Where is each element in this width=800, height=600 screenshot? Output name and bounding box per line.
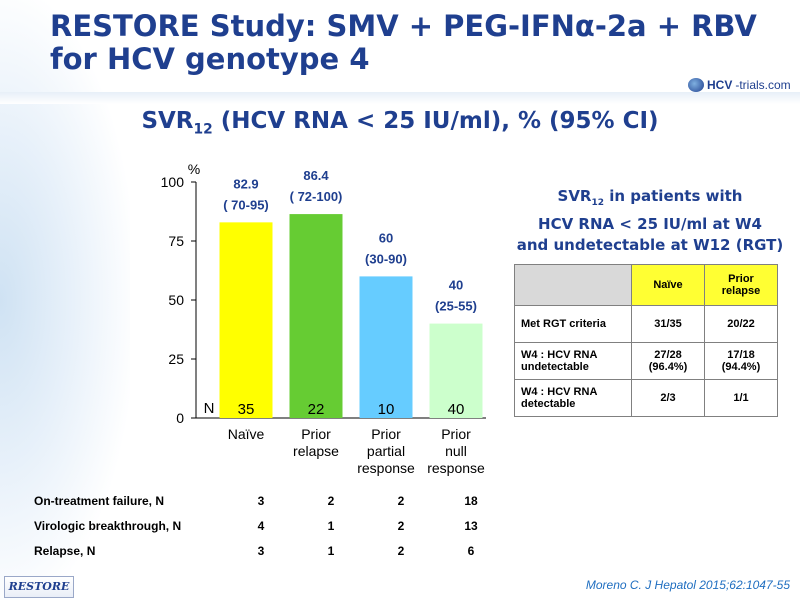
subtitle-rest: (HCV RNA < 25 IU/ml), % (95% CI) <box>212 108 659 134</box>
x-category-label: partial <box>367 443 405 459</box>
outcomes-cell: 13 <box>464 518 478 533</box>
outcomes-cell: 3 <box>257 493 265 508</box>
outcomes-table: On-treatment failure, N 3 2 2 18 Virologic br… <box>34 488 506 563</box>
rgt-title-line2: HCV RNA < 25 IU/ml at W4 <box>538 215 762 233</box>
rgt-cell-prior-relapse: 1/1 <box>704 379 778 417</box>
globe-icon <box>688 78 704 92</box>
bar-value-label: 86.4 <box>303 168 329 183</box>
rgt-header-cell <box>514 264 632 306</box>
bar-n-label: 10 <box>378 401 395 418</box>
subtitle-svr: SVR <box>141 108 194 134</box>
rgt-cell-naive: 2/3 <box>631 379 705 417</box>
y-tick-label: 0 <box>176 410 184 426</box>
rgt-title-line1-rest: in patients with <box>604 187 743 205</box>
n-label: N <box>204 400 215 417</box>
rgt-cell-prior-relapse: 20/22 <box>704 305 778 343</box>
x-category-label: Prior <box>301 426 331 442</box>
outcomes-row: Relapse, N 3 1 2 6 <box>34 538 506 563</box>
outcomes-cell: 1 <box>327 543 335 558</box>
bar <box>289 214 343 418</box>
rgt-panel-title: SVR12 in patients with HCV RNA < 25 IU/m… <box>510 186 790 256</box>
bar-n-label: 35 <box>238 401 255 418</box>
outcomes-cell: 2 <box>397 518 405 533</box>
outcomes-cell: 2 <box>397 493 405 508</box>
y-tick-label: 75 <box>168 233 184 249</box>
hcv-trials-logo: HCV -trials.com <box>688 76 791 94</box>
slide-title: RESTORE Study: SMV + PEG-IFNα-2a + RBV f… <box>50 10 790 76</box>
slide-title-line2: for HCV genotype 4 <box>50 42 370 76</box>
x-category-label: Naïve <box>228 426 265 442</box>
bar-ci-label: (30-90) <box>365 251 407 266</box>
svr-bar-chart: % 0 25 50 75 100 N 82.9 ( 70-95) 35 Naïve 86.4 ( 72-… <box>161 161 486 476</box>
x-category-label: response <box>427 460 485 476</box>
rgt-cell-label: W4 : HCV RNA detectable <box>514 379 632 417</box>
x-category-label: Prior <box>441 426 471 442</box>
bar-n-label: 22 <box>308 401 325 418</box>
bar <box>359 276 413 418</box>
y-axis-unit-label: % <box>188 161 200 177</box>
outcomes-cell: 4 <box>257 518 265 533</box>
rgt-row: W4 : HCV RNA undetectable 27/28 (96.4%) 17… <box>514 342 778 380</box>
x-category-label: null <box>445 443 467 459</box>
rgt-title-svr: SVR <box>557 187 592 205</box>
rgt-table: Naïve Prior relapse Met RGT criteria 31/35 2… <box>514 264 778 417</box>
bar-ci-label: ( 70-95) <box>223 197 269 212</box>
outcomes-row-label: On-treatment failure, N <box>34 493 165 508</box>
rgt-cell-naive: 27/28 (96.4%) <box>631 342 705 380</box>
x-category-label: relapse <box>293 443 339 459</box>
bar-n-label: 40 <box>448 401 465 418</box>
rgt-cell-naive: 31/35 <box>631 305 705 343</box>
rgt-row: Met RGT criteria 31/35 20/22 <box>514 305 778 343</box>
bar <box>219 222 273 418</box>
outcomes-cell: 18 <box>464 493 478 508</box>
outcomes-cell: 2 <box>397 543 405 558</box>
rgt-cell-label: W4 : HCV RNA undetectable <box>514 342 632 380</box>
bar-ci-label: (25-55) <box>435 299 477 314</box>
y-tick-label: 25 <box>168 351 184 367</box>
rgt-row: W4 : HCV RNA detectable 2/3 1/1 <box>514 379 778 417</box>
bar-value-label: 82.9 <box>233 176 258 191</box>
y-tick-label: 50 <box>168 292 184 308</box>
outcomes-row-label: Relapse, N <box>34 543 96 558</box>
outcomes-row: On-treatment failure, N 3 2 2 18 <box>34 488 506 513</box>
rgt-cell-label: Met RGT criteria <box>514 305 632 343</box>
footer-badge-restore: RESTORE <box>4 576 74 598</box>
x-category-label: Prior <box>371 426 401 442</box>
outcomes-cell: 2 <box>327 493 335 508</box>
rgt-title-line3: and undetectable at W12 (RGT) <box>516 236 784 254</box>
outcomes-cell: 1 <box>327 518 335 533</box>
y-tick-label: 100 <box>161 174 185 190</box>
logo-text-domain: -trials.com <box>735 78 791 92</box>
rgt-header-cell: Prior relapse <box>704 264 778 306</box>
bar-value-label: 40 <box>449 278 463 293</box>
rgt-header-cell: Naïve <box>631 264 705 306</box>
outcomes-cell: 6 <box>467 543 475 558</box>
rgt-cell-prior-relapse: 17/18 (94.4%) <box>704 342 778 380</box>
title-divider <box>0 92 800 104</box>
logo-text-hcv: HCV <box>707 78 733 92</box>
outcomes-row-label: Virologic breakthrough, N <box>34 518 182 533</box>
bar-ci-label: ( 72-100) <box>290 189 343 204</box>
subtitle-sub: 12 <box>193 121 213 138</box>
chart-subtitle: SVR12 (HCV RNA < 25 IU/ml), % (95% CI) <box>0 108 800 138</box>
citation: Moreno C. J Hepatol 2015;62:1047-55 <box>585 578 790 592</box>
rgt-title-line1: SVR12 in patients with <box>510 186 790 214</box>
bar <box>429 323 483 418</box>
outcomes-row: Virologic breakthrough, N 4 1 2 13 <box>34 513 506 538</box>
outcomes-cell: 3 <box>257 543 265 558</box>
slide-title-line1: RESTORE Study: SMV + PEG-IFNα-2a + RBV <box>50 9 757 43</box>
bar-value-label: 60 <box>379 230 393 245</box>
rgt-title-sub: 12 <box>591 198 605 208</box>
x-category-label: response <box>357 460 415 476</box>
rgt-header-row: Naïve Prior relapse <box>514 264 778 306</box>
